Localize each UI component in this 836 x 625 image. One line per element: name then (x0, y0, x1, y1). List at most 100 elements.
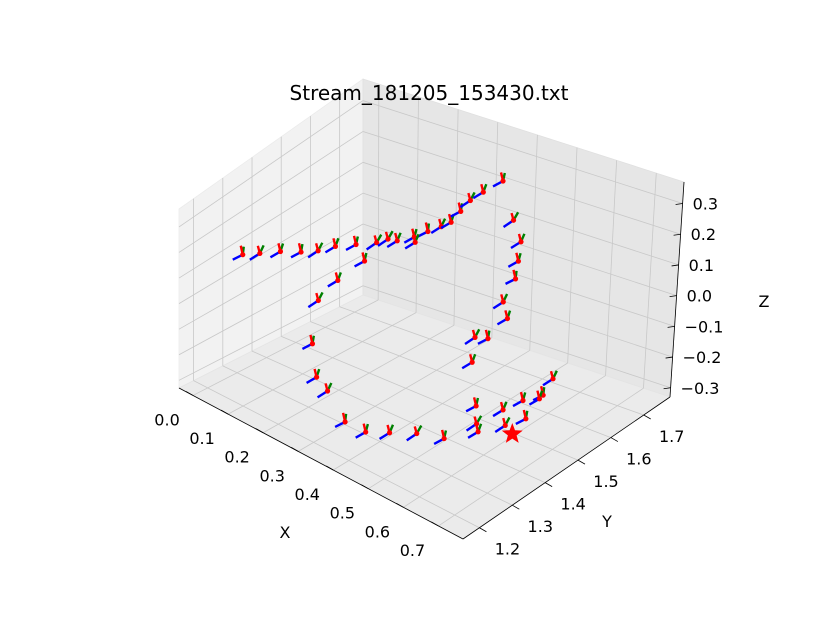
z-tick-mark (663, 387, 671, 390)
pose-frame (515, 409, 529, 426)
pose-frame (492, 401, 508, 418)
z-tick-label: 0.2 (691, 225, 716, 244)
y-tick-mark (512, 504, 520, 510)
pose-point (448, 219, 454, 225)
pose-point (385, 236, 391, 242)
y-tick-mark (643, 414, 651, 420)
pose-frame (324, 237, 340, 254)
pose-point (335, 277, 341, 284)
y-tick-label: 1.4 (560, 495, 585, 514)
pose-point (353, 241, 359, 248)
grid-line-x (605, 160, 618, 376)
pose-point (361, 258, 368, 264)
pose-frame (307, 291, 324, 309)
pose-frame (512, 391, 527, 408)
z-tick-label: −0.2 (683, 348, 722, 367)
grid-line-x (333, 350, 530, 471)
pose-point (475, 429, 481, 435)
pose-frame (492, 172, 506, 188)
pose-point (469, 359, 475, 365)
grid-line-z (362, 131, 681, 235)
pose-frame (377, 230, 394, 247)
pose-frame (417, 222, 431, 238)
y-tick-label: 1.7 (659, 427, 684, 446)
pose-point (332, 243, 339, 249)
x-tick-label: 0.6 (365, 522, 390, 541)
pose-point (550, 376, 556, 382)
x-tick-label: 0.2 (224, 448, 249, 467)
pose-frame (542, 370, 558, 387)
y-axis-line (462, 396, 671, 540)
z-tick-label: 0.0 (687, 287, 712, 306)
pose-frame (502, 211, 520, 229)
pose-point (473, 403, 479, 409)
grid-line-z (178, 192, 364, 304)
pose-frame (504, 269, 519, 285)
pose-point (342, 419, 348, 425)
pose-point (309, 341, 316, 347)
pose-frame (290, 243, 304, 259)
grid-line-z (362, 254, 673, 358)
grid-line-z (178, 131, 364, 253)
pose-point (324, 388, 331, 394)
y-axis-label: Y (601, 512, 612, 531)
x-tick-label: 0.5 (330, 504, 355, 523)
z-tick-label: −0.3 (681, 379, 720, 398)
grid-line-x (415, 96, 419, 313)
pose-point (504, 315, 511, 322)
z-tick-mark (671, 264, 679, 267)
pose-point (425, 228, 431, 235)
pose-point (374, 240, 380, 246)
pose-point (315, 297, 321, 304)
z-tick-label: 0.1 (689, 256, 714, 275)
pose-frame (355, 423, 370, 439)
pose-frame (477, 329, 491, 345)
pose-point (512, 276, 519, 282)
pose-frame (301, 334, 316, 350)
grid-line-x (438, 387, 644, 527)
x-axis-line (178, 387, 464, 540)
pose-frame (464, 328, 481, 345)
grid-line-x (453, 109, 459, 326)
pose-frame (249, 244, 265, 261)
z-axis-line (669, 181, 685, 398)
pose-frame (378, 424, 395, 440)
z-tick-label: −0.1 (685, 317, 724, 336)
pose-frame (461, 353, 477, 370)
y-tick-mark (577, 459, 586, 465)
pose-point (298, 249, 304, 255)
z-tick-mark (675, 203, 683, 205)
grid-line-x (529, 134, 538, 351)
start-star-marker (501, 423, 523, 443)
pose-frame (345, 235, 360, 251)
pose-point (394, 238, 400, 244)
pose-frame (327, 272, 342, 288)
pose-frame (459, 191, 476, 209)
pose-frame (406, 424, 423, 442)
grid-line-x (227, 312, 417, 415)
pose-frame (334, 412, 348, 428)
grid-line-z (362, 100, 683, 204)
z-axis-label: Z (759, 292, 770, 311)
grid-line-z (362, 192, 677, 297)
pose-point (363, 429, 369, 435)
pose-point (441, 435, 447, 442)
axes: 0.0 0.1 0.2 0.3 0.4 0.5 0.6 0.7 1.2 1.3 1.4 1.5 1.6 1… (154, 181, 724, 560)
z-tick-mark (667, 325, 675, 328)
grid-line-x (403, 375, 606, 508)
grid-line-x (567, 147, 578, 364)
grid-line-y (193, 380, 480, 529)
pose-point (314, 374, 320, 380)
grid-line-x (377, 84, 380, 301)
y-tick-label: 1.6 (626, 450, 651, 469)
pose-frame (365, 234, 383, 251)
pose-frame (496, 310, 512, 326)
pose-frame (492, 293, 509, 310)
pose-frame (305, 368, 321, 384)
y-tick-label: 1.2 (495, 540, 520, 559)
pose-point (515, 258, 521, 264)
grid-line-x (192, 299, 379, 396)
pose-frame (472, 183, 488, 200)
grid-line-y (251, 350, 546, 484)
